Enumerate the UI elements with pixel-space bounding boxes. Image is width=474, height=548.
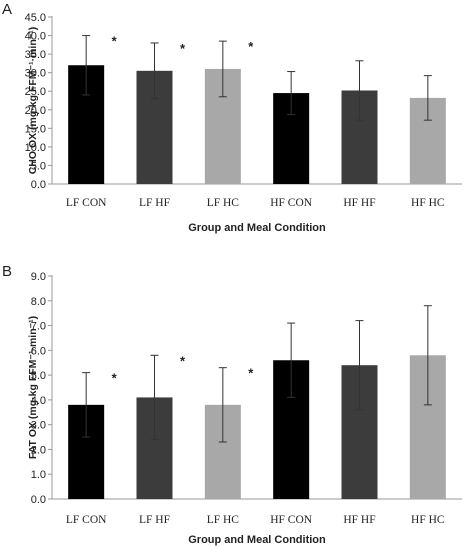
- significance-marker: *: [180, 353, 186, 368]
- y-tick-label: 6.0: [31, 345, 46, 357]
- x-tick-label: HF HF: [343, 514, 375, 526]
- panel-label: A: [2, 1, 12, 18]
- y-tick-label: 2.0: [31, 444, 46, 456]
- x-tick-label: HF CON: [270, 514, 313, 526]
- y-tick-label: 1.0: [31, 469, 46, 481]
- x-tick-label: LF CON: [66, 197, 107, 209]
- x-tick-label: HF HC: [411, 197, 445, 209]
- significance-marker: *: [180, 41, 186, 56]
- y-tick-label: 5.0: [31, 160, 46, 172]
- y-tick-label: 35.0: [25, 49, 46, 61]
- significance-marker: *: [112, 371, 118, 386]
- y-tick-label: 30.0: [25, 68, 46, 80]
- x-tick-label: LF HF: [139, 197, 170, 209]
- y-tick-label: 4.0: [31, 395, 46, 407]
- x-tick-label: LF CON: [66, 514, 107, 526]
- x-axis-title: Group and Meal Condition: [188, 222, 326, 234]
- x-tick-label: LF HF: [139, 514, 170, 526]
- y-tick-label: 5.0: [31, 370, 46, 382]
- y-tick-label: 0.0: [31, 179, 46, 191]
- y-tick-label: 3.0: [31, 420, 46, 432]
- y-tick-label: 9.0: [31, 271, 46, 283]
- significance-marker: *: [248, 366, 254, 381]
- x-axis-title: Group and Meal Condition: [188, 534, 326, 546]
- y-tick-label: 15.0: [25, 123, 46, 135]
- x-tick-label: HF HC: [411, 514, 445, 526]
- y-tick-label: 25.0: [25, 86, 46, 98]
- y-axis-title: FAT OX (mg·kg FFM⁻¹·min⁻¹): [27, 316, 39, 459]
- y-axis-title: CHO OX (mg·kg FFM⁻¹·min⁻¹): [27, 27, 39, 175]
- x-tick-label: HF HF: [343, 197, 375, 209]
- x-tick-label: HF CON: [270, 197, 313, 209]
- x-tick-label: LF HC: [207, 514, 240, 526]
- y-tick-label: 40.0: [25, 31, 46, 43]
- x-tick-label: LF HC: [207, 197, 240, 209]
- chart-panel-b: B 0.0 1.0 2.0 3.0 4.0 5.0 6.0 7.0 8.0 9.0 * LF CON * L…: [2, 263, 462, 546]
- y-tick-label: 10.0: [25, 142, 46, 154]
- y-tick-label: 0.0: [31, 494, 46, 506]
- y-tick-label: 8.0: [31, 296, 46, 308]
- y-tick-label: 20.0: [25, 105, 46, 117]
- significance-marker: *: [112, 34, 118, 49]
- significance-marker: *: [248, 39, 254, 54]
- chart-panel-a: A 0.0 5.0 10.0 15.0 20.0 25.0 30.0 35.0 40.0 45.0 *…: [2, 1, 462, 234]
- y-tick-label: 45.0: [25, 12, 46, 24]
- y-tick-label: 7.0: [31, 321, 46, 333]
- panel-label: B: [2, 263, 12, 280]
